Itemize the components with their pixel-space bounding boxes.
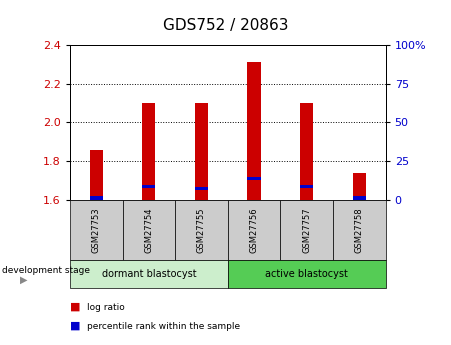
Bar (90, 150, 103, 200)
Text: active blastocyst: active blastocyst (265, 269, 348, 279)
Text: ■: ■ (70, 321, 80, 331)
Text: percentile rank within the sample: percentile rank within the sample (87, 322, 240, 331)
Text: GSM27755: GSM27755 (197, 208, 206, 253)
Text: ■: ■ (70, 302, 80, 312)
Bar (353, 173, 366, 200)
Bar (90, 196, 103, 200)
Text: GSM27753: GSM27753 (92, 207, 101, 253)
Bar (195, 187, 208, 190)
Text: GSM27758: GSM27758 (355, 207, 364, 253)
Text: ▶: ▶ (20, 275, 28, 284)
Text: GSM27757: GSM27757 (302, 207, 311, 253)
Text: development stage: development stage (2, 266, 90, 275)
Bar (248, 177, 261, 180)
Bar (142, 103, 156, 200)
Bar (300, 103, 313, 200)
Text: GSM27756: GSM27756 (249, 207, 258, 253)
Bar (248, 62, 261, 200)
Bar (353, 196, 366, 200)
Text: GSM27754: GSM27754 (144, 208, 153, 253)
Text: log ratio: log ratio (87, 303, 125, 312)
Bar (300, 185, 313, 188)
Bar (195, 103, 208, 200)
Text: GDS752 / 20863: GDS752 / 20863 (163, 18, 288, 33)
Text: dormant blastocyst: dormant blastocyst (101, 269, 196, 279)
Bar (142, 185, 156, 188)
